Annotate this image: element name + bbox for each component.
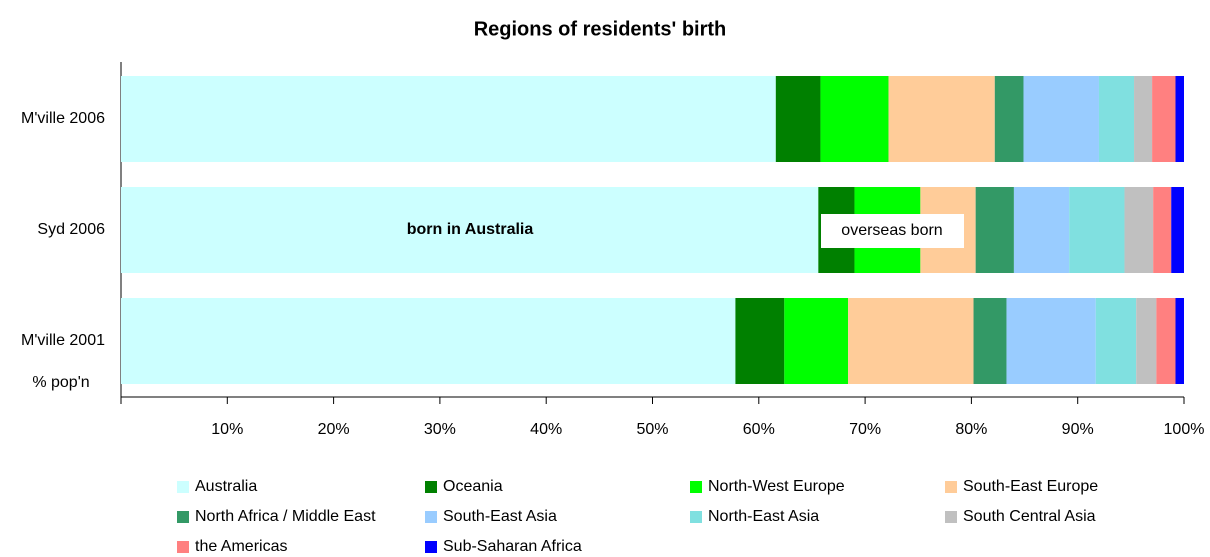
bar-segment: [1134, 76, 1153, 162]
bar-segment: [1069, 187, 1125, 273]
bar-segment: [1136, 298, 1157, 384]
axis-note: % pop'n: [32, 374, 89, 391]
bar-segment: [784, 298, 849, 384]
legend-label: Oceania: [443, 478, 503, 495]
bar-segment: [121, 187, 819, 273]
bar-segment: [1171, 187, 1184, 273]
chart-title: Regions of residents' birth: [474, 18, 727, 40]
x-tick-label: 60%: [743, 421, 775, 438]
x-tick-label: 80%: [955, 421, 987, 438]
bar-segment: [1124, 187, 1154, 273]
legend-label: South-East Europe: [963, 478, 1098, 495]
y-tick-label: M'ville 2006: [21, 110, 105, 127]
bar-segment: [121, 76, 776, 162]
bar-segment: [1152, 76, 1176, 162]
bar-segment: [994, 76, 1024, 162]
annotation: overseas born: [841, 222, 942, 239]
x-tick-label: 40%: [530, 421, 562, 438]
x-tick-label: 90%: [1062, 421, 1094, 438]
bar-segment: [820, 76, 889, 162]
legend-swatch: [945, 511, 957, 523]
x-tick-label: 10%: [211, 421, 243, 438]
bar-segment: [1175, 76, 1184, 162]
bar-segment: [1095, 298, 1137, 384]
x-tick-label: 100%: [1164, 421, 1205, 438]
x-tick-label: 20%: [318, 421, 350, 438]
annotation: born in Australia: [407, 221, 534, 238]
bar-segment: [1153, 187, 1172, 273]
legend-label: North-West Europe: [708, 478, 845, 495]
legend-swatch: [690, 481, 702, 493]
annotation-box: [821, 214, 964, 248]
bar-segment: [1175, 298, 1184, 384]
bar-segment: [121, 298, 736, 384]
legend-swatch: [425, 541, 437, 553]
bar-segment: [775, 76, 821, 162]
bar-segment: [735, 298, 785, 384]
legend-swatch: [945, 481, 957, 493]
y-tick-label: Syd 2006: [37, 221, 105, 238]
bar-segment: [975, 187, 1014, 273]
legend-label: South-East Asia: [443, 508, 557, 525]
legend-label: the Americas: [195, 538, 287, 555]
bar-segment: [888, 76, 995, 162]
legend-swatch: [425, 481, 437, 493]
x-tick-label: 30%: [424, 421, 456, 438]
bar-segment: [1023, 76, 1099, 162]
bar-segment: [1098, 76, 1135, 162]
y-tick-label: M'ville 2001: [21, 332, 105, 349]
legend-swatch: [177, 541, 189, 553]
legend-swatch: [177, 481, 189, 493]
legend-swatch: [425, 511, 437, 523]
legend-swatch: [690, 511, 702, 523]
x-tick-label: 50%: [636, 421, 668, 438]
bar-segment: [848, 298, 974, 384]
legend-swatch: [177, 511, 189, 523]
legend-label: North-East Asia: [708, 508, 819, 525]
legend-label: North Africa / Middle East: [195, 508, 376, 525]
bar-segment: [1013, 187, 1070, 273]
x-tick-label: 70%: [849, 421, 881, 438]
bar-segment: [973, 298, 1007, 384]
bar-segment: [1156, 298, 1176, 384]
bar-segment: [1006, 298, 1096, 384]
legend-label: Australia: [195, 478, 257, 495]
legend-label: Sub-Saharan Africa: [443, 538, 582, 555]
legend-label: South Central Asia: [963, 508, 1096, 525]
